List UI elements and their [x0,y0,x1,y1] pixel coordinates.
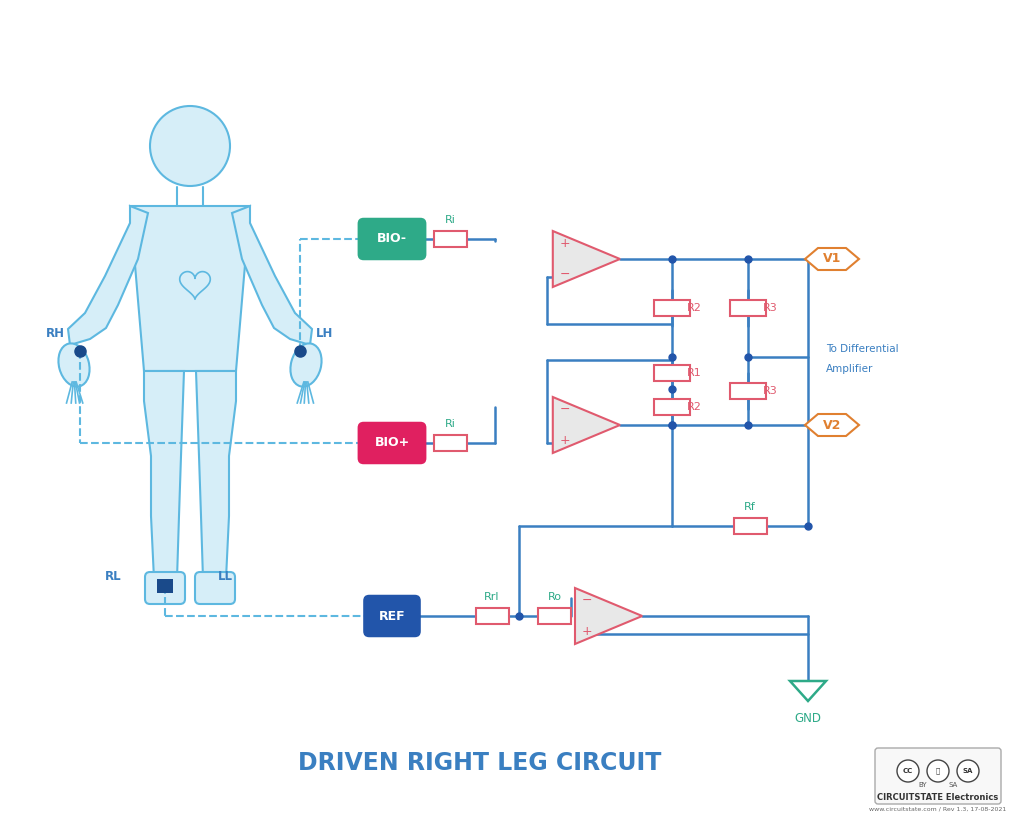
Text: −: − [560,268,570,281]
Circle shape [957,760,979,782]
Text: +: + [559,237,570,250]
FancyBboxPatch shape [538,608,571,624]
FancyBboxPatch shape [654,366,690,381]
Text: BY: BY [919,782,928,788]
Text: −: − [560,403,570,416]
Text: R2: R2 [686,303,701,313]
Text: Ri: Ri [444,215,456,225]
Polygon shape [196,371,236,579]
Text: V2: V2 [823,419,841,431]
Text: LH: LH [316,327,334,340]
FancyBboxPatch shape [357,218,426,260]
FancyBboxPatch shape [145,572,185,604]
FancyBboxPatch shape [730,383,766,399]
Polygon shape [68,206,148,345]
Text: Rf: Rf [744,502,756,512]
Text: +: + [582,625,593,638]
Text: DRIVEN RIGHT LEG CIRCUIT: DRIVEN RIGHT LEG CIRCUIT [298,751,662,775]
Text: SA: SA [948,782,957,788]
Text: CIRCUITSTATE Electronics: CIRCUITSTATE Electronics [878,793,998,802]
Polygon shape [130,206,250,371]
Text: Ⓢ: Ⓢ [936,768,940,774]
Circle shape [897,760,919,782]
Text: −: − [582,594,592,607]
Text: BIO-: BIO- [377,233,407,245]
FancyBboxPatch shape [475,608,509,624]
Polygon shape [553,397,620,453]
Text: To Differential: To Differential [826,344,899,354]
Ellipse shape [58,343,89,386]
Text: +: + [559,434,570,447]
Text: RL: RL [104,569,121,583]
FancyBboxPatch shape [654,300,690,316]
FancyBboxPatch shape [733,518,767,534]
FancyBboxPatch shape [654,399,690,415]
Ellipse shape [291,343,322,386]
Polygon shape [232,206,312,345]
Text: R3: R3 [763,303,777,313]
Polygon shape [790,681,826,701]
Text: CC: CC [903,768,913,774]
Text: www.circuitstate.com / Rev 1.3, 17-08-2021: www.circuitstate.com / Rev 1.3, 17-08-20… [869,807,1007,812]
Polygon shape [805,248,859,270]
Text: RH: RH [45,327,65,340]
Text: LL: LL [217,569,232,583]
Text: R1: R1 [687,368,701,378]
Circle shape [150,106,230,186]
Polygon shape [575,588,642,644]
FancyBboxPatch shape [730,300,766,316]
Text: Ri: Ri [444,419,456,429]
Text: R2: R2 [686,402,701,412]
Text: Amplifier: Amplifier [826,364,873,374]
FancyBboxPatch shape [157,579,173,593]
Polygon shape [805,414,859,436]
FancyBboxPatch shape [364,595,421,637]
Text: Ro: Ro [548,592,561,602]
Text: REF: REF [379,609,406,622]
Text: BIO+: BIO+ [375,436,410,450]
FancyBboxPatch shape [195,572,234,604]
Polygon shape [553,231,620,287]
FancyBboxPatch shape [357,422,426,465]
Text: R3: R3 [763,386,777,396]
Text: SA: SA [963,768,973,774]
FancyBboxPatch shape [433,231,467,247]
FancyBboxPatch shape [874,748,1001,804]
Text: Rrl: Rrl [484,592,500,602]
Circle shape [927,760,949,782]
Polygon shape [144,371,184,579]
Text: V1: V1 [823,253,841,265]
Text: GND: GND [795,712,821,725]
FancyBboxPatch shape [433,435,467,451]
